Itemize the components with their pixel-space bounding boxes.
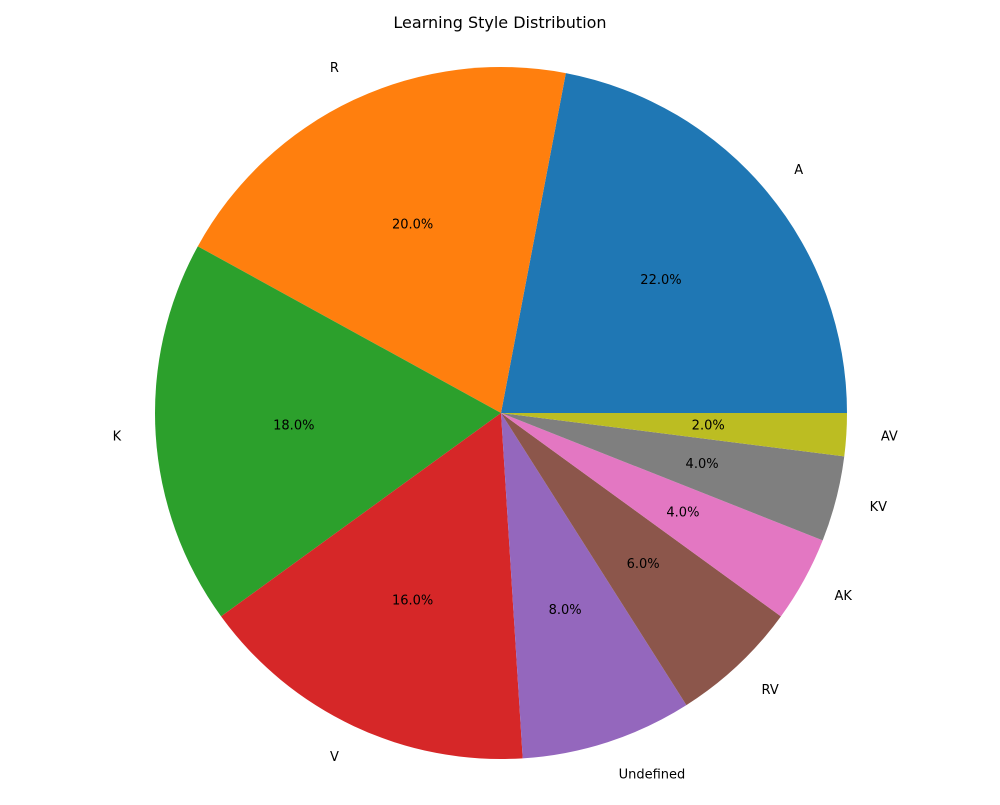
slice-label-kv: KV: [870, 500, 888, 515]
pie-slice-r: [197, 67, 566, 413]
pie-slices: [154, 67, 847, 759]
slice-percent-a: 22.0%: [640, 273, 681, 288]
slice-percent-labels: 22.0% 20.0% 18.0% 16.0% 8.0% 6.0% 4.0% 4.0% 2.0%: [273, 218, 725, 618]
slice-percent-v: 16.0%: [392, 593, 433, 608]
pie-slice-kv: [501, 413, 845, 541]
slice-label-undefined: Undefined: [619, 767, 686, 782]
slice-label-k: K: [113, 429, 122, 444]
pie-slice-ak: [501, 413, 823, 617]
slice-label-rv: RV: [762, 683, 779, 698]
pie-slice-v: [221, 413, 523, 759]
slice-percent-rv: 6.0%: [627, 557, 660, 572]
slice-percent-r: 20.0%: [392, 218, 433, 233]
slice-label-av: AV: [881, 429, 898, 444]
slice-label-ak: AK: [835, 589, 853, 604]
pie-slice-av: [501, 413, 847, 457]
pie-slice-a: [501, 73, 847, 414]
slice-percent-kv: 4.0%: [686, 457, 719, 472]
slice-percent-av: 2.0%: [692, 419, 725, 434]
slice-label-v: V: [330, 750, 339, 765]
slice-percent-k: 18.0%: [273, 419, 314, 434]
slice-label-a: A: [794, 163, 803, 178]
pie-slice-k: [154, 246, 501, 617]
slice-percent-undefined: 8.0%: [549, 603, 582, 618]
pie-slice-rv: [501, 413, 781, 706]
slice-label-r: R: [330, 61, 339, 76]
pie-slice-undefined: [501, 413, 687, 759]
slice-percent-ak: 4.0%: [666, 506, 699, 521]
chart-title: Learning Style Distribution: [393, 13, 606, 32]
